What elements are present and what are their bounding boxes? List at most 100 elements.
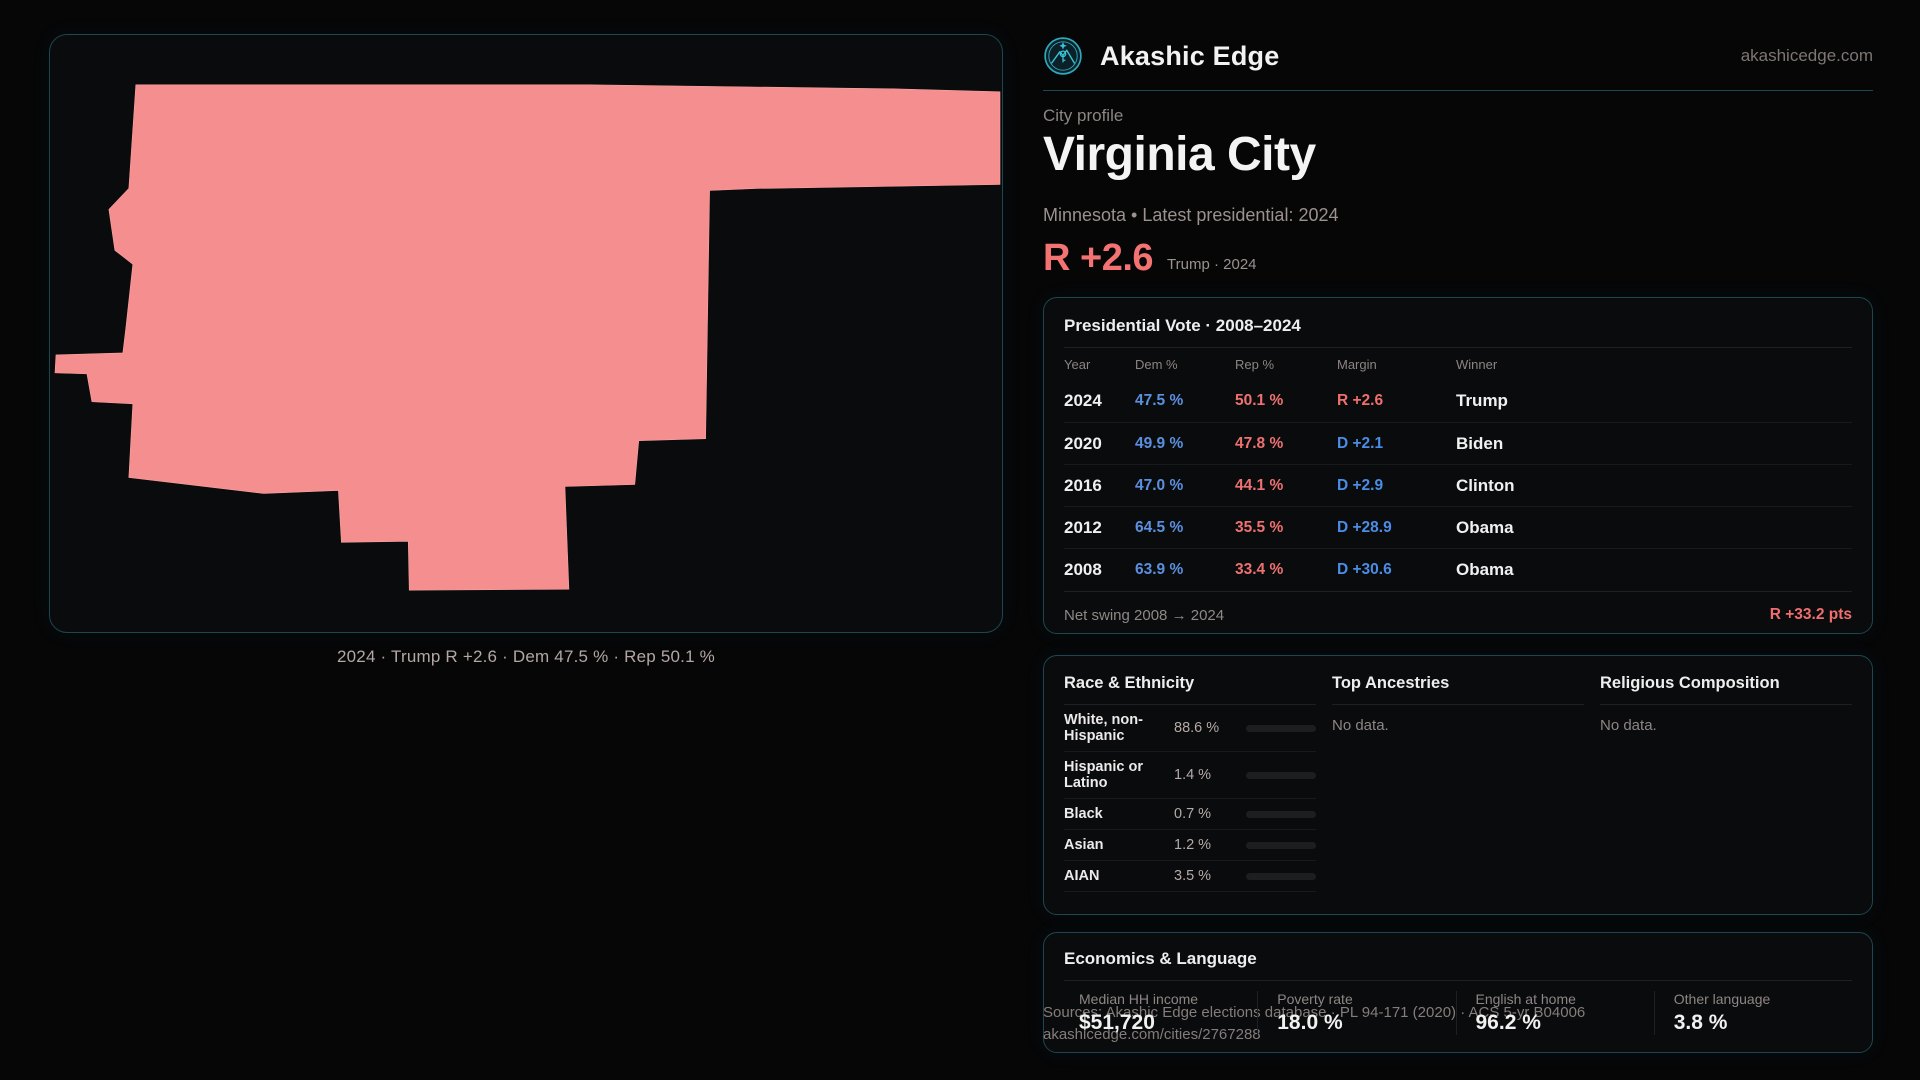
sources-footer: Sources: Akashic Edge elections database…: [1043, 1002, 1585, 1046]
margin-cell: D +28.9: [1337, 518, 1392, 536]
table-header-row: Year Dem % Rep % Margin Winner: [1064, 348, 1852, 380]
race-value: 3.5 %: [1174, 868, 1212, 884]
page-title: Virginia City: [1043, 128, 1316, 181]
year-cell: 2016: [1064, 475, 1102, 495]
dem-cell: 63.9 %: [1135, 560, 1184, 578]
stat-value: 3.8 %: [1673, 1011, 1728, 1034]
winner-cell: Obama: [1456, 517, 1514, 537]
stat-median-income: Median HH income $51,720: [1064, 991, 1257, 1035]
race-ethnicity-column: Race & Ethnicity White, non-Hispanic 88.…: [1064, 674, 1316, 892]
race-row: White, non-Hispanic 88.6 %: [1064, 705, 1316, 752]
race-label: Hispanic or Latino: [1064, 759, 1143, 791]
no-data-text: No data.: [1600, 717, 1657, 734]
stat-label: English at home: [1475, 991, 1576, 1007]
dem-cell: 47.5 %: [1135, 392, 1184, 409]
rep-cell: 47.8 %: [1235, 434, 1284, 452]
economics-title: Economics & Language: [1064, 949, 1852, 981]
race-value: 1.4 %: [1174, 767, 1212, 783]
stat-value: $51,720: [1079, 1011, 1155, 1034]
year-cell: 2012: [1064, 517, 1102, 537]
race-label: AIAN: [1064, 868, 1100, 884]
race-bar-track: [1246, 841, 1316, 849]
table-row: 2008 63.9 % 33.4 % D +30.6 Obama: [1064, 548, 1852, 590]
race-value: 1.2 %: [1174, 837, 1212, 853]
race-bar-track: [1246, 771, 1316, 779]
margin-cell: D +2.9: [1337, 476, 1384, 494]
header-divider: [1043, 90, 1873, 91]
stat-other-language: Other language 3.8 %: [1653, 991, 1852, 1035]
site-header: Akashic Edge akashicedge.com: [1043, 33, 1873, 79]
race-row: Asian 1.2 %: [1064, 830, 1316, 861]
permalink-line[interactable]: akashicedge.com/cities/2767288: [1043, 1026, 1261, 1043]
winner-cell: Trump: [1456, 391, 1508, 410]
col-header-margin: Margin: [1337, 356, 1377, 372]
table-row: 2024 47.5 % 50.1 % R +2.6 Trump: [1064, 380, 1852, 422]
presidential-vote-title: Presidential Vote · 2008–2024: [1064, 316, 1852, 348]
rep-cell: 33.4 %: [1235, 560, 1284, 578]
race-label: White, non-Hispanic: [1064, 712, 1143, 744]
religious-composition-column: Religious Composition No data.: [1600, 674, 1852, 892]
city-boundary-polygon[interactable]: [54, 84, 1001, 591]
net-swing-label: Net swing 2008 → 2024: [1064, 606, 1225, 624]
rep-cell: 44.1 %: [1235, 476, 1284, 494]
rep-cell: 35.5 %: [1235, 518, 1284, 536]
lead-margin-note: Trump · 2024: [1167, 256, 1257, 273]
brand-domain-link[interactable]: akashicedge.com: [1740, 46, 1873, 65]
race-label: Black: [1064, 806, 1103, 822]
race-row: AIAN 3.5 %: [1064, 861, 1316, 892]
race-bar-track: [1246, 872, 1316, 880]
col-header-year: Year: [1064, 356, 1091, 372]
race-value: 0.7 %: [1174, 806, 1212, 822]
brand-name[interactable]: Akashic Edge: [1100, 40, 1280, 71]
net-swing-value: R +33.2 pts: [1769, 606, 1852, 623]
stat-value: 96.2 %: [1475, 1011, 1541, 1034]
stat-label: Other language: [1673, 991, 1771, 1007]
table-row: 2012 64.5 % 35.5 % D +28.9 Obama: [1064, 506, 1852, 548]
year-cell: 2008: [1064, 559, 1102, 579]
akashic-edge-logo-icon: [1044, 37, 1082, 75]
margin-cell: D +2.1: [1337, 434, 1384, 452]
year-cell: 2020: [1064, 433, 1102, 453]
stat-label: Poverty rate: [1277, 991, 1353, 1007]
kicker-label: City profile: [1043, 106, 1124, 125]
lead-margin-value: R +2.6: [1043, 237, 1154, 279]
race-row: Black 0.7 %: [1064, 799, 1316, 830]
winner-cell: Clinton: [1456, 475, 1515, 495]
stat-label: Median HH income: [1079, 991, 1199, 1007]
lead-margin-block: R +2.6 Trump · 2024: [1043, 237, 1257, 280]
top-ancestries-title: Top Ancestries: [1332, 674, 1584, 705]
city-boundary-map[interactable]: [50, 35, 1002, 632]
dem-cell: 47.0 %: [1135, 476, 1184, 494]
col-header-winner: Winner: [1456, 356, 1498, 372]
year-cell: 2024: [1064, 391, 1102, 410]
page-subtitle: Minnesota • Latest presidential: 2024: [1043, 205, 1339, 225]
col-header-dem: Dem %: [1135, 356, 1178, 372]
net-swing-row: Net swing 2008 → 2024 R +33.2 pts: [1064, 591, 1852, 624]
religious-composition-title: Religious Composition: [1600, 674, 1852, 705]
presidential-vote-card: Presidential Vote · 2008–2024 Year Dem %…: [1043, 297, 1873, 634]
race-ethnicity-title: Race & Ethnicity: [1064, 674, 1316, 705]
no-data-text: No data.: [1332, 717, 1389, 734]
sources-line: Sources: Akashic Edge elections database…: [1043, 1004, 1586, 1021]
table-row: 2016 47.0 % 44.1 % D +2.9 Clinton: [1064, 464, 1852, 506]
margin-cell: D +30.6: [1337, 560, 1392, 578]
dem-cell: 49.9 %: [1135, 434, 1184, 452]
stat-value: 18.0 %: [1277, 1011, 1343, 1034]
col-header-rep: Rep %: [1235, 356, 1275, 372]
winner-cell: Obama: [1456, 559, 1514, 579]
map-caption: 2024 · Trump R +2.6 · Dem 47.5 % · Rep 5…: [337, 647, 715, 666]
stat-english-at-home: English at home 96.2 %: [1455, 991, 1654, 1035]
race-bar-track: [1246, 724, 1316, 732]
rep-cell: 50.1 %: [1235, 392, 1284, 409]
race-bar-track: [1246, 810, 1316, 818]
race-value: 88.6 %: [1174, 720, 1220, 736]
dem-cell: 64.5 %: [1135, 518, 1184, 536]
table-row: 2020 49.9 % 47.8 % D +2.1 Biden: [1064, 422, 1852, 464]
city-map-card: [49, 34, 1003, 633]
economics-card: Economics & Language Median HH income $5…: [1043, 932, 1873, 1053]
race-label: Asian: [1064, 837, 1104, 853]
demographics-card: Race & Ethnicity White, non-Hispanic 88.…: [1043, 655, 1873, 915]
economics-stats-row: Median HH income $51,720 Poverty rate 18…: [1064, 991, 1852, 1035]
winner-cell: Biden: [1456, 433, 1504, 453]
top-ancestries-column: Top Ancestries No data.: [1332, 674, 1584, 892]
